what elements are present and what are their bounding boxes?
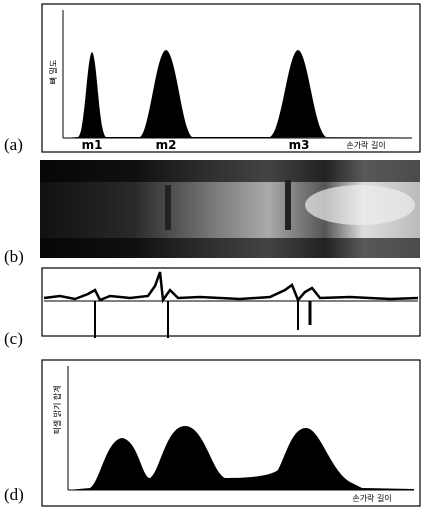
y-axis-label: 픽셀 밝기 합계 xyxy=(52,385,62,434)
joint xyxy=(165,185,171,230)
panel-b: (b) xyxy=(4,160,420,266)
bone-highlight xyxy=(305,185,415,225)
x-axis-label: 손가락 길이 xyxy=(352,493,391,503)
density-curve xyxy=(63,50,412,138)
panel-frame xyxy=(41,3,421,153)
peak-label: m3 xyxy=(289,138,310,152)
gradient-signal xyxy=(43,271,419,304)
panel-frame xyxy=(41,267,421,337)
panel-c: (c) xyxy=(4,267,421,348)
image-shade xyxy=(40,238,420,258)
panel-label: (d) xyxy=(4,485,24,504)
brightness-curve xyxy=(68,426,414,490)
peak-label: m1 xyxy=(82,138,103,152)
y-axis-label: 뼈 밀도 xyxy=(48,60,58,85)
panel-label: (c) xyxy=(4,329,23,348)
panel-d: 픽셀 밝기 합계 손가락 길이 (d) xyxy=(4,359,421,507)
panel-label: (a) xyxy=(4,135,23,154)
panel-frame xyxy=(41,359,421,507)
peak-label: m2 xyxy=(156,138,177,152)
x-axis-label: 손가락 길이 xyxy=(346,140,385,150)
panel-label: (b) xyxy=(4,247,24,266)
joint xyxy=(285,180,291,230)
panel-a: 뼈 밀도 손가락 길이 m1 m2 m3 (a) xyxy=(4,3,421,154)
image-shade xyxy=(40,160,420,182)
